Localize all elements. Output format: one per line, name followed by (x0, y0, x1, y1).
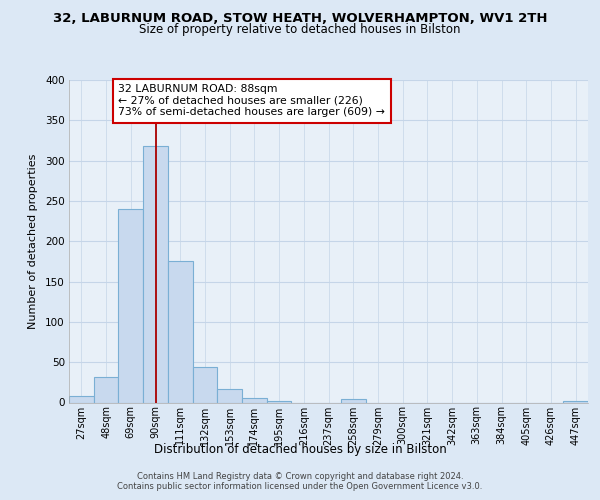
Bar (168, 262, 193, 402)
Text: Size of property relative to detached houses in Bilston: Size of property relative to detached ho… (139, 22, 461, 36)
Text: Distribution of detached houses by size in Bilston: Distribution of detached houses by size … (154, 442, 446, 456)
Text: Contains public sector information licensed under the Open Government Licence v3: Contains public sector information licen… (118, 482, 482, 491)
Y-axis label: Number of detached properties: Number of detached properties (28, 154, 38, 329)
Bar (193, 367, 217, 402)
Bar (69, 396, 94, 402)
Bar (143, 146, 168, 403)
Bar (118, 209, 143, 402)
Bar (563, 401, 588, 402)
Text: 32, LABURNUM ROAD, STOW HEATH, WOLVERHAMPTON, WV1 2TH: 32, LABURNUM ROAD, STOW HEATH, WOLVERHAM… (53, 12, 547, 26)
Bar (341, 400, 365, 402)
Bar (242, 398, 267, 402)
Bar (217, 389, 242, 402)
Text: 32 LABURNUM ROAD: 88sqm
← 27% of detached houses are smaller (226)
73% of semi-d: 32 LABURNUM ROAD: 88sqm ← 27% of detache… (118, 84, 385, 117)
Text: Contains HM Land Registry data © Crown copyright and database right 2024.: Contains HM Land Registry data © Crown c… (137, 472, 463, 481)
Bar (267, 401, 292, 402)
Bar (94, 376, 118, 402)
